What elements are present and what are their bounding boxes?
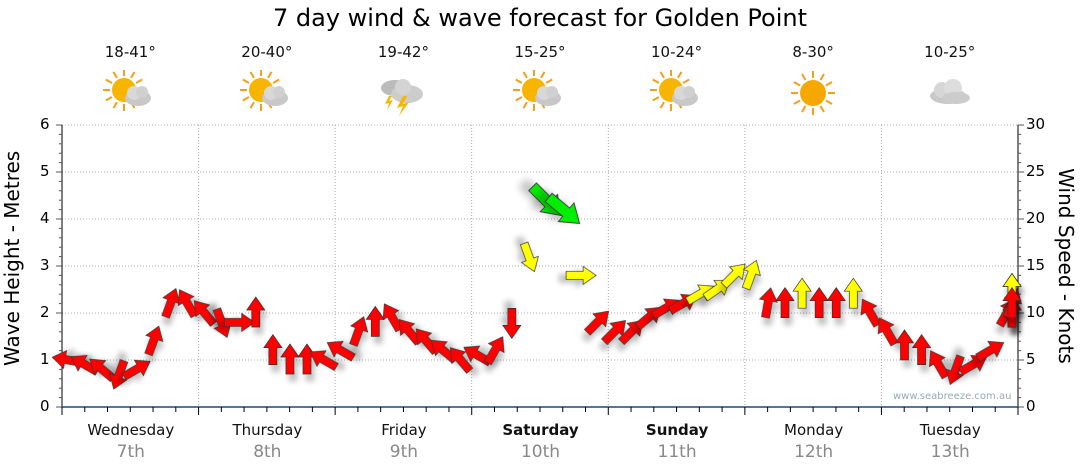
day-label: Thursday <box>232 421 303 439</box>
date-label: 7th <box>116 442 145 462</box>
wind-arrow <box>519 241 539 273</box>
day-label: Tuesday <box>919 421 981 439</box>
wind-arrow <box>775 286 795 318</box>
y2-axis-title: Wind Speed - Knots <box>1054 168 1078 364</box>
wind-arrow <box>928 350 950 380</box>
chart-title: 7 day wind & wave forecast for Golden Po… <box>272 4 807 32</box>
wind-arrow <box>483 336 505 366</box>
wind-arrow <box>975 340 1005 362</box>
y2-tick-label: 10 <box>1026 303 1046 321</box>
wind-arrow <box>758 287 778 319</box>
watermark: www.seabreeze.com.au <box>893 391 1012 402</box>
day-temp-range: 20-40° <box>241 43 293 61</box>
wind-arrow <box>263 333 283 365</box>
y-tick-label: 5 <box>40 162 50 180</box>
y2-tick-label: 5 <box>1026 350 1036 368</box>
wind-arrow <box>583 310 609 336</box>
wind-arrow <box>702 279 731 302</box>
wind-arrow <box>792 277 812 309</box>
wind-arrow <box>177 289 199 319</box>
day-label: Friday <box>381 421 427 439</box>
wind-arrow <box>349 316 369 347</box>
wind-arrow <box>741 259 761 291</box>
wind-arrow <box>720 263 746 289</box>
day-temp-range: 15-25° <box>514 43 566 61</box>
wind-arrow <box>309 350 339 371</box>
wind-arrow <box>860 298 882 328</box>
day-label: Sunday <box>645 421 709 439</box>
wind-arrow <box>911 333 932 365</box>
wind-arrow <box>826 286 846 318</box>
cloudy-icon <box>929 79 970 104</box>
date-label: 10th <box>520 442 561 462</box>
wind-arrow <box>70 355 100 376</box>
wind-arrow <box>224 312 256 333</box>
partly-cloudy-icon <box>239 70 288 111</box>
sunny-icon <box>791 71 836 115</box>
wind-arrow <box>843 277 863 309</box>
y-tick-label: 0 <box>40 397 50 415</box>
wind-arrow <box>144 325 164 357</box>
day-temp-range: 10-25° <box>924 43 976 61</box>
day-label: Saturday <box>502 421 579 439</box>
wind-arrow <box>382 303 404 333</box>
wind-arrow <box>894 329 915 361</box>
y-tick-label: 6 <box>40 115 50 133</box>
wind-arrow <box>449 347 474 374</box>
wind-arrow <box>246 296 266 328</box>
date-label: 9th <box>389 442 419 462</box>
y2-tick-label: 20 <box>1026 209 1046 227</box>
date-label: 8th <box>253 442 282 462</box>
y2-tick-label: 30 <box>1026 115 1046 133</box>
y-axis-title: Wave Height - Metres <box>0 150 24 366</box>
day-temp-range: 19-42° <box>377 43 429 61</box>
day-temp-range: 18-41° <box>104 43 156 61</box>
y-tick-label: 4 <box>40 209 50 227</box>
wind-arrow <box>121 359 151 381</box>
y-tick-label: 1 <box>40 350 50 368</box>
partly-cloudy-icon <box>649 70 698 111</box>
date-label: 11th <box>657 442 697 462</box>
day-temp-range: 8-30° <box>792 43 834 61</box>
y2-tick-label: 0 <box>1026 397 1036 415</box>
wind-arrow <box>193 300 218 327</box>
y2-tick-label: 25 <box>1026 162 1046 180</box>
wind-arrow <box>565 265 597 286</box>
day-temp-range: 10-24° <box>651 43 703 61</box>
wind-arrow <box>877 317 899 347</box>
wind-arrow <box>365 305 385 337</box>
thunderstorm-icon <box>381 79 424 116</box>
date-label: 12th <box>794 442 834 462</box>
wind-arrow <box>326 340 356 362</box>
y-tick-label: 2 <box>40 303 50 321</box>
partly-cloudy-icon <box>103 70 152 111</box>
wind-arrow <box>502 308 522 340</box>
partly-cloudy-icon <box>513 70 561 111</box>
wind-arrow <box>1002 286 1022 318</box>
wind-arrow <box>618 320 644 346</box>
day-label: Wednesday <box>87 421 175 439</box>
y-tick-label: 3 <box>40 256 50 274</box>
date-label: 13th <box>930 442 970 462</box>
wind-arrow <box>280 343 300 375</box>
y2-tick-label: 15 <box>1026 256 1046 274</box>
day-label: Monday <box>784 421 844 439</box>
wind-arrow <box>544 192 581 225</box>
